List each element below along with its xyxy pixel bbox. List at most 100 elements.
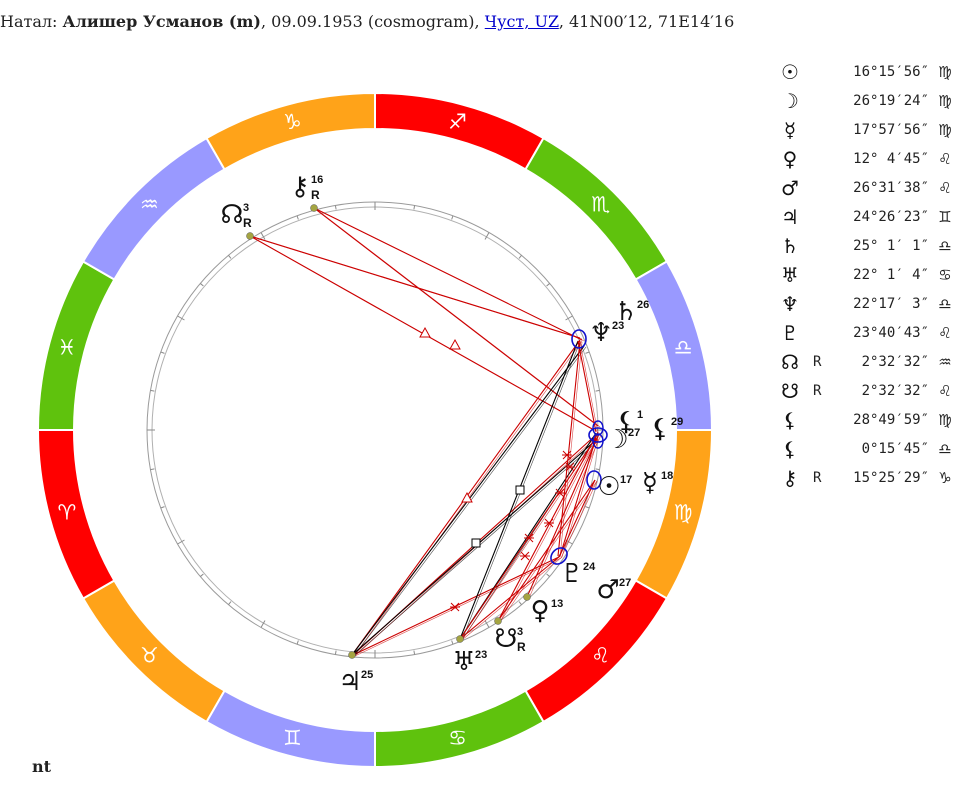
uranus-icon: ♅ (452, 647, 475, 677)
planet-degree: 13 (551, 598, 563, 610)
pisces-icon: ♓ (57, 335, 76, 359)
planet-degree: 27 (628, 427, 640, 439)
leo-icon: ♌ (591, 644, 610, 668)
aspect-line (560, 480, 598, 559)
zodiac-sign-icon: ♋ (938, 265, 952, 284)
trine-marker (449, 338, 461, 350)
zodiac-sign-icon: ♌ (938, 381, 952, 400)
legend-row: ⚸ 28°49′59″ ♍ (779, 405, 957, 434)
moon-icon: ☽ (781, 88, 799, 113)
degree-tick (585, 351, 590, 354)
zodiac-segment-capricorn (205, 91, 376, 171)
degree-tick (546, 573, 550, 577)
venus-icon: ♀ (530, 596, 549, 626)
planet-degree: 23 (475, 649, 487, 661)
legend-row: ⚸ 0°15′45″ ♎ (779, 434, 957, 463)
north-node-icon: ☊ (781, 349, 799, 374)
sun-icon: ☉ (781, 59, 799, 84)
degree-tick (585, 506, 590, 509)
legend-row: ♀ 12° 4′45″ ♌ (779, 144, 957, 173)
legend-row: ☽ 26°19′24″ ♍ (779, 86, 957, 115)
zodiac-sign-icon: ♎ (938, 294, 952, 313)
zodiac-sign-icon: ♌ (938, 149, 952, 168)
zodiac-sign-icon: ♌ (938, 323, 952, 342)
planet-degree: 27 (619, 577, 631, 589)
legend-row: ☊ R 2°32′32″ ♒ (779, 347, 957, 376)
planet-degree: 17 (620, 474, 632, 486)
aspect-line (313, 207, 599, 427)
planet-label-saturn: ♄ 26 (614, 297, 649, 327)
planet-dot (310, 204, 318, 212)
aspect-line (499, 480, 598, 623)
degree-tick (484, 232, 490, 240)
aries-icon: ♈ (57, 501, 76, 525)
degree-tick (413, 205, 416, 210)
gemini-icon: ♊ (283, 726, 302, 750)
planet-degree: 24 (583, 561, 596, 573)
sextile-marker (520, 551, 530, 561)
degree-tick (260, 232, 266, 240)
outer-reference-circle (146, 201, 604, 659)
degree-tick (451, 215, 454, 220)
aspect-line (251, 236, 583, 340)
aspect-line (315, 208, 585, 342)
conjunction-marker (586, 470, 602, 490)
position-value: 23°40′43″ (853, 324, 929, 341)
aspect-line (249, 235, 581, 339)
degree-tick (484, 620, 490, 628)
planet-markers (246, 204, 608, 659)
position-value: 2°32′32″ (861, 382, 929, 399)
aspect-line (558, 479, 596, 558)
header-details: , 09.09.1953 (cosmogram), (260, 12, 485, 31)
lilith-icon: ⚸ (650, 414, 669, 444)
conjunction-marker (571, 329, 587, 349)
mars-icon: ♂ (781, 175, 799, 200)
zodiac-sign-icon: ♍ (938, 91, 952, 110)
cancer-icon: ♋ (448, 726, 467, 750)
north-node-icon: ☊ (220, 200, 243, 230)
pluto-icon: ♇ (560, 559, 583, 589)
chart-header: Натал: Алишер Усманов (m), 09.09.1953 (c… (0, 12, 734, 31)
degree-tick (518, 601, 522, 605)
position-value: 26°19′24″ (853, 92, 929, 109)
legend-row: ♇ 23°40′43″ ♌ (779, 318, 957, 347)
legend-row: ⚷ R 15°25′29″ ♑ (779, 463, 957, 492)
neptune-icon: ♆ (781, 291, 799, 316)
retrograde-mark: R (517, 640, 526, 654)
square-marker (515, 485, 525, 495)
planet-label-mars: ♂ 27 (596, 575, 631, 605)
place-link[interactable]: Чуст, UZ (484, 12, 559, 31)
planet-degree: 25 (361, 669, 373, 681)
conjunction-marker (592, 433, 604, 449)
zodiac-sign-icon: ♍ (938, 120, 952, 139)
sextile-marker (562, 450, 572, 460)
venus-icon: ♀ (782, 146, 798, 171)
position-value: 24°26′23″ (853, 208, 929, 225)
footer-label: nt (32, 757, 52, 776)
degree-tick (228, 255, 232, 259)
planet-label-neptune: ♆ 23 (589, 318, 624, 348)
planet-label-uranus: ♅ 23 (452, 647, 487, 677)
retrograde-mark: R (311, 188, 320, 202)
sagittarius-icon: ♐ (448, 110, 467, 134)
position-value: 2°32′32″ (861, 353, 929, 370)
conjunction-marker (588, 427, 608, 443)
south-node-icon: ☋ (494, 624, 517, 654)
aspect-line (559, 437, 597, 557)
degree-tick (565, 315, 573, 321)
selena-icon: ⚸ (782, 436, 798, 461)
positions-legend: ☉ 16°15′56″ ♍ ☽ 26°19′24″ ♍ ☿ 17°57′56″ ♍ ♀ 12° 4′… (779, 57, 957, 492)
retrograde-mark: R (813, 469, 822, 486)
aquarius-icon: ♒ (140, 192, 159, 216)
degree-tick (150, 389, 155, 392)
degree-tick (150, 468, 155, 471)
planet-label-venus: ♀ 13 (530, 596, 563, 626)
planet-degree: 16 (311, 174, 323, 186)
planet-degree: 1 (637, 409, 643, 421)
planet-degree: 3 (517, 626, 523, 638)
degree-tick (160, 351, 165, 354)
planet-degree: 23 (612, 320, 624, 332)
mercury-icon: ☿ (783, 117, 797, 142)
degree-tick (296, 640, 299, 645)
